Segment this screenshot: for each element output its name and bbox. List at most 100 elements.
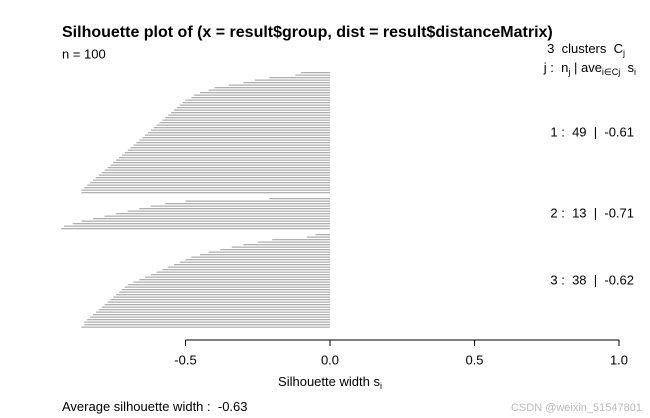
bar — [84, 324, 330, 326]
separator: | — [587, 273, 605, 288]
bar — [173, 264, 330, 266]
bar — [306, 236, 330, 238]
bar — [90, 316, 330, 318]
bar — [87, 319, 331, 321]
bar — [257, 241, 330, 243]
bar — [185, 200, 330, 202]
legend-col: i — [634, 67, 636, 77]
bar — [208, 251, 330, 253]
bar — [142, 137, 330, 139]
bar — [81, 189, 331, 191]
bar — [243, 82, 330, 84]
bar — [243, 244, 330, 246]
legend-col: i∈Cj — [602, 67, 620, 77]
bar — [179, 261, 330, 263]
bar — [133, 144, 330, 146]
bar — [162, 269, 330, 271]
bar — [153, 127, 330, 129]
bar — [72, 223, 330, 225]
bar — [139, 208, 330, 210]
bar — [156, 124, 330, 126]
bar — [127, 284, 330, 286]
bar — [81, 220, 331, 222]
cluster-label: 2 : 13 | -0.71 — [550, 206, 634, 221]
separator: : — [558, 273, 572, 288]
legend-header-sub: j — [622, 48, 625, 58]
bar — [162, 119, 330, 121]
bar — [61, 228, 330, 230]
bar — [124, 286, 330, 288]
bar — [121, 289, 330, 291]
bar — [119, 157, 330, 159]
cluster-ave: -0.62 — [604, 273, 634, 288]
bar — [133, 281, 330, 283]
bar — [165, 203, 330, 205]
bar — [156, 271, 330, 273]
bar — [301, 72, 330, 74]
x-tick-label: -0.5 — [174, 352, 196, 367]
cluster-label: 3 : 38 | -0.62 — [550, 273, 634, 288]
bar — [110, 299, 330, 301]
bar — [84, 187, 330, 189]
bar — [179, 104, 330, 106]
bar — [295, 74, 330, 76]
bar — [136, 142, 330, 144]
bar — [93, 218, 331, 220]
bar — [173, 109, 330, 111]
legend-col: j : n — [543, 60, 569, 75]
bar — [139, 139, 330, 141]
x-axis-label: Silhouette width si — [278, 374, 382, 391]
bar — [145, 134, 330, 136]
bar — [272, 239, 330, 241]
legend-header-text: 3 clusters C — [547, 41, 623, 56]
bar — [116, 159, 330, 161]
bar — [176, 107, 330, 109]
bar — [191, 256, 330, 258]
cluster-j: 2 — [550, 206, 557, 221]
bar — [124, 152, 330, 154]
bar — [84, 321, 330, 323]
bar — [214, 87, 330, 89]
bar — [130, 147, 330, 149]
bar — [113, 162, 330, 164]
bar — [139, 279, 330, 281]
bar — [194, 94, 330, 96]
cluster-label: 1 : 49 | -0.61 — [550, 125, 634, 140]
bar — [208, 89, 330, 91]
cluster-ave: -0.61 — [604, 125, 634, 140]
cluster-j: 1 — [550, 125, 557, 140]
bar — [121, 154, 330, 156]
cluster-j: 3 — [550, 273, 557, 288]
bar — [101, 172, 330, 174]
legend-columns: j : nj | avei∈Cj si — [543, 60, 636, 77]
bar — [81, 192, 331, 194]
bar — [254, 79, 330, 81]
bar — [220, 249, 330, 251]
bar — [150, 205, 330, 207]
bar — [81, 326, 331, 328]
cluster-n: 13 — [572, 206, 586, 221]
bar — [185, 259, 330, 261]
bar — [93, 179, 331, 181]
subtitle: n = 100 — [62, 46, 106, 61]
bar — [113, 296, 330, 298]
bar — [110, 164, 330, 166]
bar — [199, 92, 330, 94]
bar — [168, 266, 330, 268]
bar — [168, 114, 330, 116]
bar — [159, 122, 330, 124]
bar — [171, 112, 330, 114]
bar — [104, 304, 330, 306]
bar — [150, 274, 330, 276]
bar — [127, 210, 330, 212]
x-tick-label: 1.0 — [610, 352, 628, 367]
legend-col: j — [567, 67, 570, 77]
bar — [185, 99, 330, 101]
bar — [98, 174, 330, 176]
separator: : — [558, 125, 572, 140]
bar — [199, 254, 330, 256]
bar — [116, 213, 330, 215]
watermark: CSDN @weixin_51547801 — [511, 402, 642, 414]
x-tick-label: 0.0 — [321, 352, 339, 367]
